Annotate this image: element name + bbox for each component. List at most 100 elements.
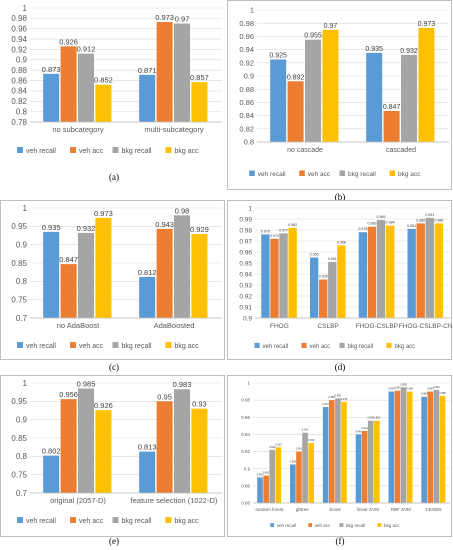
panel-caption-f: (f) <box>335 536 345 546</box>
bar <box>388 391 395 503</box>
legend-item: bkg recall <box>339 523 365 528</box>
data-label: 0.925 <box>275 442 282 446</box>
y-tick-label: 0.88 <box>239 85 254 94</box>
bar <box>421 396 427 503</box>
legend-item: veh acc <box>70 147 104 155</box>
bar <box>78 53 95 122</box>
y-tick-label: 0.96 <box>239 249 252 256</box>
bar <box>95 84 112 122</box>
bar <box>385 225 395 318</box>
legend-label: bkg recall <box>122 343 152 350</box>
y-tick-label: 0.85 <box>11 259 27 268</box>
y-tick-label: 0.93 <box>239 282 252 289</box>
bar <box>139 451 156 493</box>
y-tick-label: 0.9 <box>16 415 28 424</box>
bar <box>358 232 368 318</box>
legend-item: veh acc <box>70 342 104 350</box>
y-tick-label: 0.9 <box>16 56 28 65</box>
y-tick-label: 1 <box>250 6 254 15</box>
legend-item: bkg acc <box>165 147 199 155</box>
category-label: FHOG <box>270 323 289 330</box>
bar <box>400 387 407 503</box>
legend-label: veh acc <box>79 518 104 525</box>
y-tick-label: 0.98 <box>239 227 252 234</box>
legend-item: bkg recall <box>339 170 376 178</box>
legend-swatch <box>339 170 346 176</box>
legend-item: veh recall <box>270 523 296 528</box>
y-tick-label: 0.94 <box>11 35 27 44</box>
bar <box>328 261 337 318</box>
bar <box>322 407 329 503</box>
category-label: no cascade <box>287 147 323 154</box>
y-tick-label: 0.9 <box>244 466 251 471</box>
category-label: multi-subcategory <box>144 125 203 134</box>
y-tick-label: 0.98 <box>11 14 27 23</box>
y-tick-label: 0.85 <box>11 434 27 443</box>
data-label: 0.955 <box>304 33 322 40</box>
legend-swatch <box>386 342 392 348</box>
data-label: 0.847 <box>383 104 401 111</box>
chart-panel-a: 0.78 0.8 0.82 0.84 0.86 0.88 0.9 0.92 0.94 0.96 0.… <box>0 0 225 170</box>
y-tick-label: 0.8 <box>16 277 28 286</box>
bar <box>376 220 386 318</box>
data-label: 0.892 <box>287 74 305 81</box>
legend-swatch <box>165 342 172 348</box>
data-label: 0.990 <box>406 387 413 391</box>
bar <box>191 82 208 122</box>
chart-d-svg: 0.90.910.920.930.940.950.960.970.980.991… <box>227 200 452 360</box>
bar <box>156 401 173 493</box>
legend-swatch <box>112 517 119 523</box>
y-tick-label: 0.92 <box>11 45 27 54</box>
y-tick-label: 1 <box>247 381 250 386</box>
data-label: 0.930 <box>308 438 315 442</box>
bar <box>335 398 341 503</box>
y-tick-label: 0.91 <box>239 304 252 311</box>
bar <box>60 399 77 493</box>
legend-swatch <box>112 147 119 153</box>
chart-panel-b: 0.8 0.82 0.84 0.86 0.88 0.9 0.92 0.94 0.96 0.98 1 0… <box>227 0 452 190</box>
data-label: 0.991 <box>425 213 434 217</box>
data-label: 0.985 <box>77 380 96 389</box>
data-label: 0.926 <box>94 401 113 410</box>
chart-frame <box>0 375 225 537</box>
y-tick-label: 0.94 <box>241 432 250 437</box>
y-tick-label: 0.88 <box>241 483 250 488</box>
y-tick-label: 0.78 <box>11 118 27 127</box>
bar <box>406 391 413 503</box>
bar <box>309 257 319 318</box>
category-label: AdaBoosted <box>154 321 195 330</box>
bar <box>401 54 418 142</box>
data-label: 0.944 <box>361 426 368 430</box>
bar <box>263 475 269 503</box>
y-tick-label: 0.75 <box>11 470 27 479</box>
y-tick-label: 0.9 <box>16 240 28 249</box>
legend-item: bkg acc <box>165 342 199 350</box>
bar <box>78 388 95 493</box>
data-label: 0.920 <box>296 447 303 451</box>
chart-c-svg: 0.7 0.75 0.8 0.85 0.9 0.95 1 0.935 0.847 0.932 0.9… <box>0 200 225 360</box>
legend-swatch <box>70 517 76 523</box>
data-label: 0.991 <box>394 386 401 390</box>
legend-label: bkg acc <box>398 171 421 178</box>
legend-swatch <box>17 517 23 523</box>
data-label: 0.986 <box>416 218 425 222</box>
legend-swatch <box>339 342 345 348</box>
data-label: 0.892 <box>263 471 270 475</box>
legend-swatch <box>254 342 260 348</box>
y-tick-label: 0.8 <box>16 452 28 461</box>
data-label: 0.813 <box>138 443 157 452</box>
data-label: 0.951 <box>328 257 337 261</box>
bar <box>78 232 95 318</box>
chart-b-svg: 0.8 0.82 0.84 0.86 0.88 0.9 0.92 0.94 0.96 0.98 1 0… <box>227 0 452 190</box>
y-tick-label: 0.95 <box>11 222 27 231</box>
data-label: 0.981 <box>407 224 416 228</box>
data-label: 0.935 <box>42 223 61 232</box>
category-label: CSLBP <box>317 323 338 330</box>
data-label: 0.956 <box>59 390 78 399</box>
bar <box>43 455 60 493</box>
legend-swatch <box>70 342 76 348</box>
chart-panel-f: 0.86 0.88 0.9 0.92 0.94 0.96 0.98 1 0.890 0.892 0.… <box>227 375 452 537</box>
y-tick-label: 1 <box>23 4 28 13</box>
legend-label: bkg acc <box>384 523 400 528</box>
data-label: 0.95 <box>157 392 172 401</box>
